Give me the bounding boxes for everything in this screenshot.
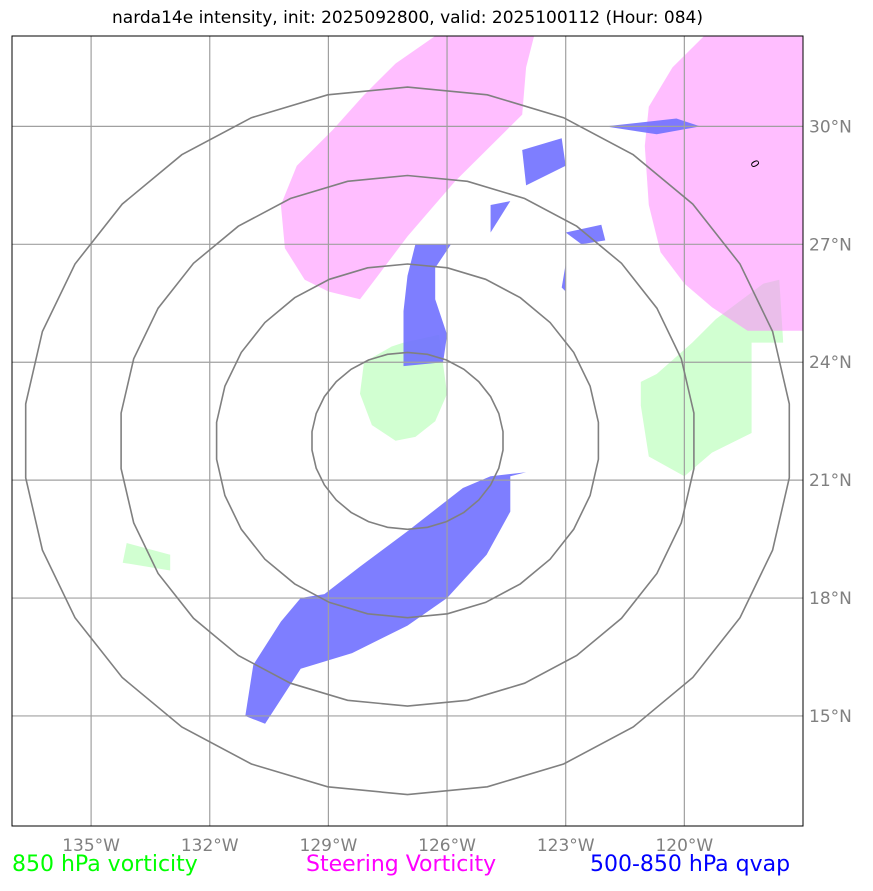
plot-frame xyxy=(11,35,804,827)
legend-qvap: 500-850 hPa qvap xyxy=(590,852,791,877)
range-rings xyxy=(24,86,791,796)
x-tick-label: 129°W xyxy=(300,836,358,856)
x-tick-label: 132°W xyxy=(181,836,239,856)
range-ring-4 xyxy=(24,86,791,796)
field-layer xyxy=(122,36,803,724)
y-tick-label: 30°N xyxy=(809,117,852,137)
500-850-hpa-qvap-region-1 xyxy=(490,201,511,233)
legend-850-vorticity: 850 hPa vorticity xyxy=(12,852,198,877)
legend-steering-vorticity: Steering Vorticity xyxy=(306,852,497,877)
y-tick-label: 27°N xyxy=(809,235,852,255)
y-tick-label: 18°N xyxy=(809,589,852,609)
x-tick-label: 123°W xyxy=(537,836,595,856)
850-hpa-vorticity-region-2 xyxy=(122,543,171,571)
500-850-hpa-qvap-region-0 xyxy=(403,244,451,367)
500-850-hpa-qvap-region-4 xyxy=(561,264,566,292)
y-tick-label: 24°N xyxy=(809,353,852,373)
y-tick-label: 15°N xyxy=(809,707,852,727)
chart-title: narda14e intensity, init: 2025092800, va… xyxy=(112,8,703,28)
y-tick-labels: 15°N 18°N 21°N 24°N 27°N 30°N xyxy=(809,117,852,727)
x-tick-label: 120°W xyxy=(655,836,713,856)
steering-vorticity-region-0 xyxy=(280,36,535,300)
range-ring-3 xyxy=(120,174,695,707)
500-850-hpa-qvap-region-2 xyxy=(522,138,566,186)
y-tick-label: 21°N xyxy=(809,471,852,491)
x-tick-labels: 135°W 132°W 129°W 126°W 123°W 120°W xyxy=(62,836,713,856)
x-tick-label: 135°W xyxy=(62,836,120,856)
x-tick-label: 126°W xyxy=(418,836,476,856)
range-ring-1 xyxy=(311,351,504,531)
range-ring-2 xyxy=(215,263,600,619)
